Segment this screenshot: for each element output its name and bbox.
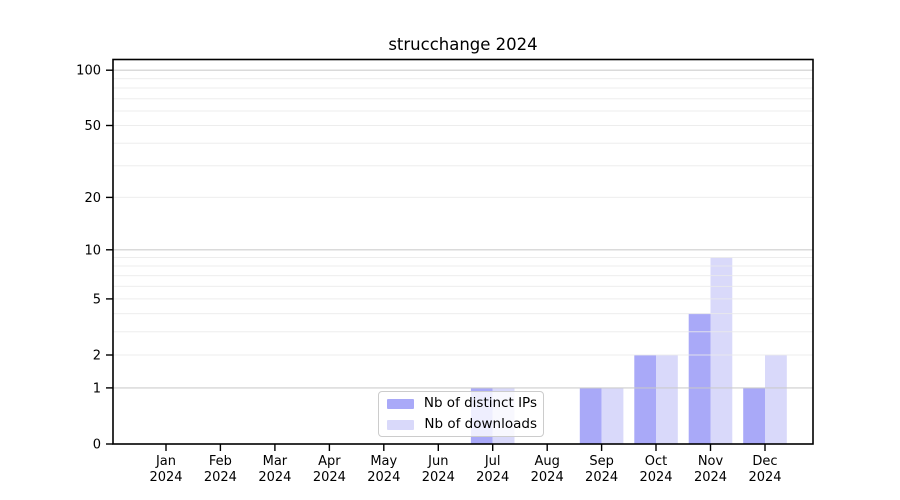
legend-row-downloads: Nb of downloads <box>387 415 537 434</box>
x-tick-label-year: 2024 <box>313 470 346 485</box>
bar-nov-series0 <box>688 313 711 444</box>
x-tick-label-month: Jan <box>155 454 176 469</box>
x-tick-label-year: 2024 <box>639 470 672 485</box>
x-tick-label-year: 2024 <box>694 470 727 485</box>
x-tick-label-month: Apr <box>318 454 341 469</box>
legend-swatch-distinct-ips-icon <box>387 398 414 409</box>
x-tick-label-month: Feb <box>209 454 232 469</box>
x-tick-label-year: 2024 <box>149 470 182 485</box>
y-tick-label: 1 <box>93 381 101 396</box>
x-tick-label-year: 2024 <box>204 470 237 485</box>
x-tick-label-month: Mar <box>263 454 288 469</box>
bar-sep-series0 <box>579 387 602 444</box>
y-tick-label: 5 <box>93 292 101 307</box>
y-tick-label: 100 <box>76 64 101 79</box>
plot-border <box>112 58 814 445</box>
x-tick-label-month: Sep <box>589 454 614 469</box>
x-tick-label-month: May <box>370 454 397 469</box>
x-tick-label-month: Jul <box>484 454 501 469</box>
x-tick-label-year: 2024 <box>476 470 509 485</box>
y-tick-label: 50 <box>84 119 101 134</box>
y-tick-label: 2 <box>93 349 101 364</box>
x-tick-label-year: 2024 <box>258 470 291 485</box>
bar-dec-series0 <box>743 387 765 444</box>
x-tick-label-year: 2024 <box>531 470 564 485</box>
x-tick-label-month: Jun <box>427 454 448 469</box>
bar-nov-series1 <box>710 257 733 444</box>
x-tick-label-month: Dec <box>752 454 777 469</box>
y-axis: 0 1 2 5 10 20 50 100 <box>76 64 113 453</box>
legend-label-downloads: Nb of downloads <box>424 416 537 432</box>
legend-row-distinct-ips: Nb of distinct IPs <box>387 394 537 413</box>
bar-dec-series1 <box>765 355 787 444</box>
x-tick-label-year: 2024 <box>367 470 400 485</box>
x-tick-label-year: 2024 <box>422 470 455 485</box>
legend-swatch-downloads-icon <box>387 419 414 430</box>
x-tick-label-month: Oct <box>645 454 667 469</box>
x-tick-label-month: Aug <box>535 454 560 469</box>
x-tick-label-year: 2024 <box>585 470 618 485</box>
x-axis: Jan2024Feb2024Mar2024Apr2024May2024Jun20… <box>149 444 782 485</box>
y-tick-label: 10 <box>84 243 101 258</box>
bar-sep-series1 <box>601 387 624 444</box>
chart-legend: Nb of distinct IPs Nb of downloads <box>378 391 544 437</box>
bar-oct-series0 <box>634 355 657 444</box>
bar-oct-series1 <box>656 355 678 444</box>
x-tick-label-month: Nov <box>698 454 724 469</box>
x-tick-label-year: 2024 <box>748 470 781 485</box>
legend-label-distinct-ips: Nb of distinct IPs <box>423 395 537 411</box>
y-tick-label: 0 <box>93 438 101 453</box>
chart-title: strucchange 2024 <box>388 35 538 54</box>
y-tick-label: 20 <box>84 191 101 206</box>
gridlines-group <box>113 69 813 389</box>
